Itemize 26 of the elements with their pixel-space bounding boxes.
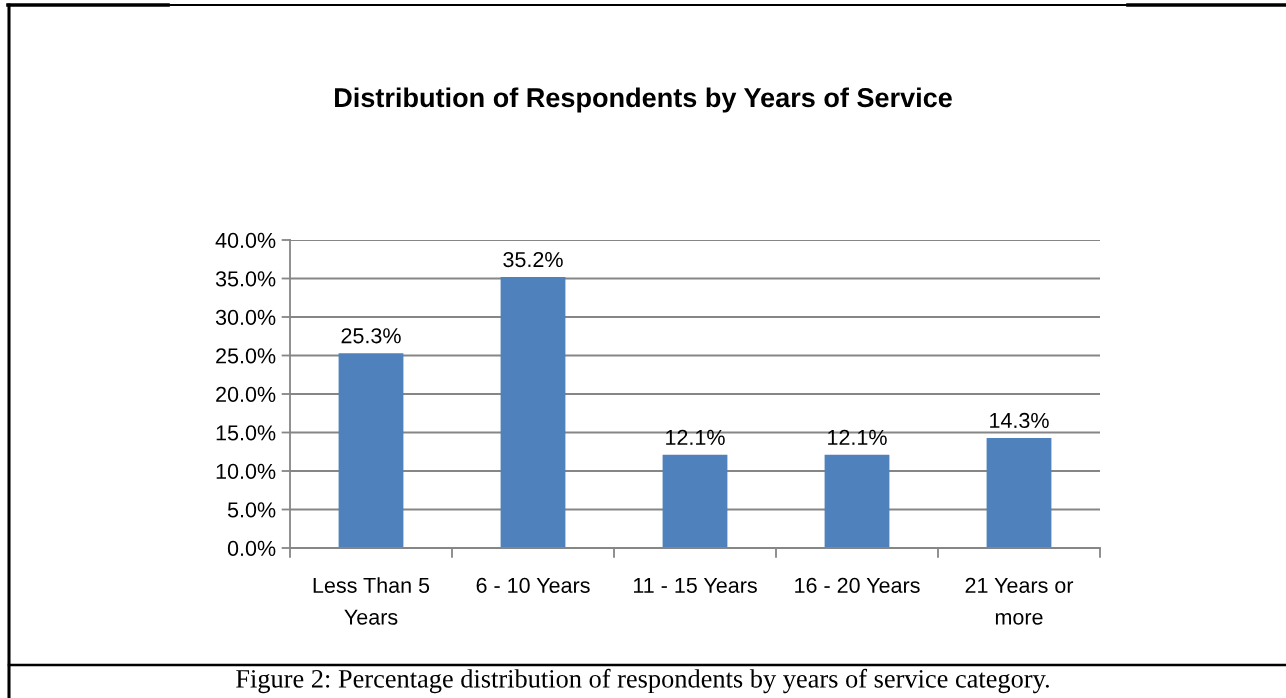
y-tick-label: 0.0%	[227, 540, 276, 557]
bar	[824, 454, 890, 548]
data-label: 14.3%	[990, 412, 1049, 429]
data-label: 35.2%	[503, 251, 563, 268]
caption: Figure 2: Percentage distribution of respondents by years of service category.	[236, 668, 1049, 694]
chart-title: Distribution of Respondents by Years of Service	[335, 87, 952, 113]
y-tick-label: 5.0%	[227, 502, 276, 518]
x-tick-label: 16 - 20 Years	[795, 577, 920, 593]
y-tick-label: 10.0%	[216, 463, 276, 480]
bar	[500, 276, 566, 548]
x-tick-label: Less Than 5 Years	[313, 577, 430, 625]
y-tick-label: 30.0%	[215, 309, 276, 326]
y-tick-label: 40.0%	[215, 232, 276, 249]
bar	[338, 353, 404, 548]
x-tick-label: 11 - 15 Years	[633, 577, 757, 593]
bar	[662, 454, 728, 548]
y-tick-label: 20.0%	[216, 386, 276, 403]
x-tick-label: 6 - 10 Years	[476, 577, 590, 593]
data-label: 25.3%	[341, 328, 401, 344]
x-tick-label: 21 Years or more	[965, 577, 1074, 625]
bar	[986, 437, 1052, 548]
y-tick-label: 25.0%	[216, 348, 276, 364]
y-tick-label: 15.0%	[216, 425, 276, 441]
y-tick-label: 35.0%	[215, 271, 276, 287]
data-label: 12.1%	[666, 429, 725, 445]
data-label: 12.1%	[828, 429, 887, 445]
